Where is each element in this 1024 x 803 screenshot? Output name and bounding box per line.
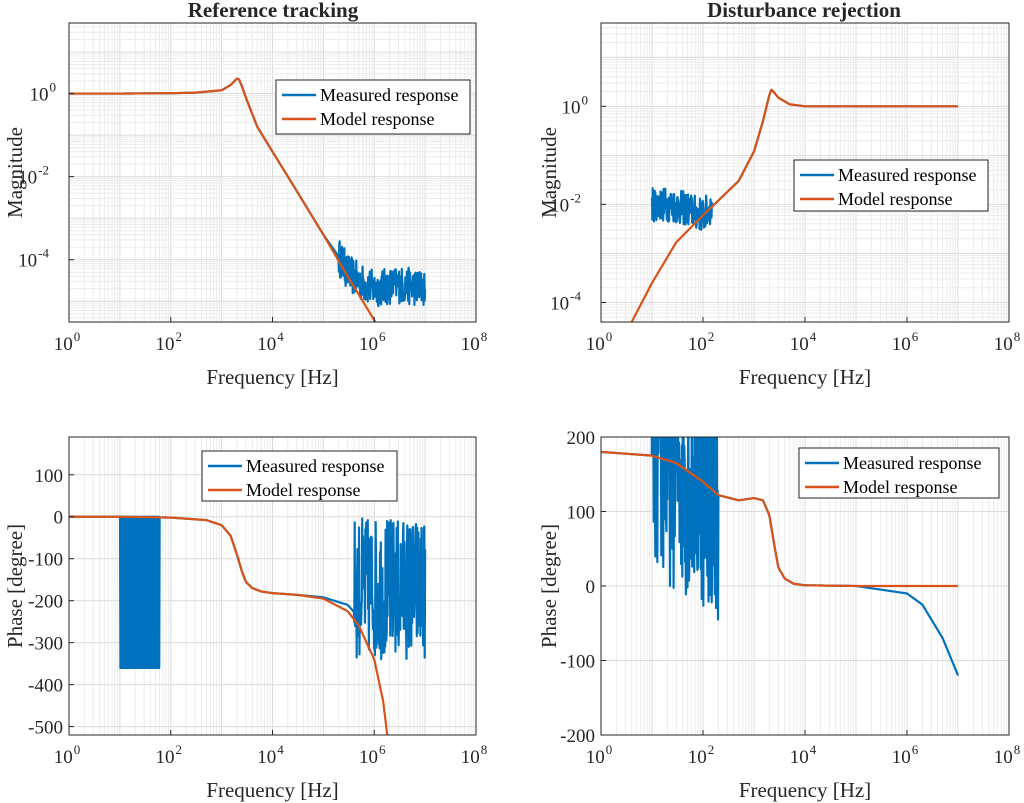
y-axis-label: Magnitude	[3, 127, 27, 218]
y-tick-label: 0	[54, 508, 64, 529]
series-line-model	[69, 515, 389, 735]
legend-entry: Measured response	[843, 453, 981, 473]
y-tick-label: -500	[28, 718, 63, 739]
x-tick-label: 108	[994, 329, 1021, 355]
x-tick-label: 102	[156, 329, 183, 355]
x-tick-label: 108	[994, 742, 1021, 768]
y-tick-label: -300	[28, 634, 63, 655]
series-line-model	[630, 89, 959, 322]
y-tick-label: -100	[28, 550, 63, 571]
x-tick-label: 102	[156, 742, 183, 768]
y-tick-label: 100	[567, 503, 596, 524]
x-tick-label: 106	[359, 329, 386, 355]
x-tick-label: 104	[790, 742, 817, 768]
legend-entry: Model response	[843, 477, 957, 497]
x-tick-label: 104	[257, 742, 284, 768]
y-axis-label: Phase [degree]	[3, 524, 27, 648]
x-tick-label: 102	[688, 329, 715, 355]
x-axis-label: Frequency [Hz]	[206, 778, 338, 802]
legend-entry: Model response	[838, 189, 952, 209]
x-tick-label: 102	[688, 742, 715, 768]
chart-title: Reference tracking	[188, 0, 359, 22]
x-axis-label: Frequency [Hz]	[739, 778, 871, 802]
x-tick-label: 108	[461, 742, 488, 768]
x-tick-label: 104	[257, 329, 284, 355]
y-tick-label: 100	[30, 80, 57, 106]
x-tick-label: 108	[461, 329, 488, 355]
legend-box	[798, 447, 1000, 499]
chart-title: Disturbance rejection	[707, 0, 901, 22]
legend-box	[201, 450, 398, 502]
grid	[68, 22, 476, 322]
panel-phase-disturbance: 100 102 104 106 1082001000-100-200Frequency …	[537, 428, 1021, 802]
legend-box	[793, 159, 989, 212]
y-tick-label: 100	[35, 466, 64, 487]
y-tick-label: 10-4	[18, 246, 49, 272]
y-tick-label: -400	[28, 676, 63, 697]
legend: Measured response Model response	[793, 159, 989, 212]
y-tick-label: -100	[560, 652, 595, 673]
y-axis-label: Phase [degree]	[537, 524, 561, 648]
panel-phase-reference: 100 102 104 106 108 100 0 -100 -200 -300 -400 -500 F…	[3, 436, 488, 802]
x-tick-label: 100	[54, 742, 81, 768]
y-tick-label: 0	[586, 577, 596, 598]
y-tick-label: 200	[567, 428, 596, 449]
legend-entry: Measured response	[838, 165, 976, 185]
y-tick-label: 10-2	[550, 190, 581, 216]
y-tick-label: -200	[560, 726, 595, 747]
y-tick-label: 100	[562, 92, 589, 118]
x-tick-label: 104	[790, 329, 817, 355]
y-tick-label: 10-4	[550, 288, 581, 314]
legend: Measured response Model response	[275, 79, 471, 135]
x-axis-label: Frequency [Hz]	[206, 365, 338, 389]
legend-entry: Measured response	[320, 85, 458, 105]
legend-entry: Model response	[320, 109, 434, 129]
legend: Measured response Model response	[201, 450, 398, 502]
legend-entry: Measured response	[246, 456, 384, 476]
legend-box	[275, 79, 471, 135]
x-tick-label: 106	[359, 742, 386, 768]
legend-entry: Model response	[246, 480, 360, 500]
series-line-model	[601, 450, 959, 588]
x-tick-label: 100	[54, 329, 81, 355]
x-tick-label: 100	[586, 329, 613, 355]
y-tick-label: -200	[28, 592, 63, 613]
x-tick-label: 106	[892, 329, 919, 355]
series-line-model	[69, 77, 377, 322]
x-axis-label: Frequency [Hz]	[739, 365, 871, 389]
legend: Measured response Model response	[798, 447, 1000, 499]
y-axis-label: Magnitude	[537, 127, 561, 218]
panel-magnitude-disturbance: 100 102 104 106 108 100 10-2 10-4 Frequency [Hz]…	[537, 0, 1020, 389]
x-tick-label: 106	[892, 742, 919, 768]
